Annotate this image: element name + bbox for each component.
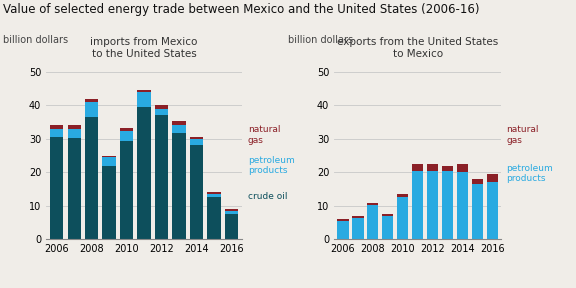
Bar — [457, 172, 468, 239]
Bar — [103, 157, 116, 166]
Text: crude oil: crude oil — [248, 192, 287, 201]
Bar — [67, 130, 81, 138]
Bar — [412, 164, 423, 170]
Bar — [50, 126, 63, 129]
Bar — [103, 166, 116, 239]
Text: imports from Mexico
to the United States: imports from Mexico to the United States — [90, 37, 198, 59]
Bar — [338, 219, 348, 221]
Bar — [442, 166, 453, 170]
Text: natural
gas: natural gas — [248, 126, 281, 145]
Bar — [155, 109, 168, 115]
Bar — [457, 164, 468, 172]
Bar — [85, 117, 98, 239]
Bar — [67, 138, 81, 239]
Bar — [225, 214, 238, 239]
Bar — [120, 128, 133, 131]
Bar — [338, 221, 348, 239]
Bar — [190, 145, 203, 239]
Bar — [397, 197, 408, 239]
Bar — [412, 170, 423, 239]
Bar — [207, 194, 221, 197]
Bar — [427, 170, 438, 239]
Bar — [487, 182, 498, 239]
Bar — [367, 203, 378, 205]
Bar — [50, 137, 63, 239]
Bar — [155, 105, 168, 109]
Bar — [487, 174, 498, 182]
Text: exports from the United States
to Mexico: exports from the United States to Mexico — [337, 37, 498, 59]
Bar — [382, 216, 393, 239]
Bar — [138, 107, 150, 239]
Text: natural
gas: natural gas — [506, 126, 539, 145]
Bar — [472, 179, 483, 184]
Bar — [155, 115, 168, 239]
Bar — [397, 194, 408, 197]
Bar — [353, 218, 363, 239]
Bar — [367, 205, 378, 239]
Bar — [138, 92, 150, 107]
Bar — [382, 214, 393, 216]
Bar — [353, 216, 363, 218]
Bar — [190, 137, 203, 139]
Text: billion dollars: billion dollars — [288, 35, 353, 45]
Bar — [138, 90, 150, 92]
Text: petroleum
products: petroleum products — [248, 156, 294, 175]
Bar — [172, 122, 185, 125]
Bar — [50, 129, 63, 137]
Bar — [190, 139, 203, 145]
Bar — [67, 126, 81, 130]
Text: petroleum
products: petroleum products — [506, 164, 553, 183]
Bar — [172, 133, 185, 239]
Bar — [85, 102, 98, 117]
Bar — [172, 125, 185, 133]
Bar — [225, 211, 238, 214]
Text: billion dollars: billion dollars — [3, 35, 68, 45]
Bar — [225, 209, 238, 211]
Bar — [207, 197, 221, 239]
Text: Value of selected energy trade between Mexico and the United States (2006-16): Value of selected energy trade between M… — [3, 3, 479, 16]
Bar — [120, 131, 133, 141]
Bar — [442, 170, 453, 239]
Bar — [103, 156, 116, 157]
Bar — [472, 184, 483, 239]
Bar — [427, 164, 438, 170]
Bar — [120, 141, 133, 239]
Bar — [207, 192, 221, 194]
Bar — [85, 99, 98, 102]
